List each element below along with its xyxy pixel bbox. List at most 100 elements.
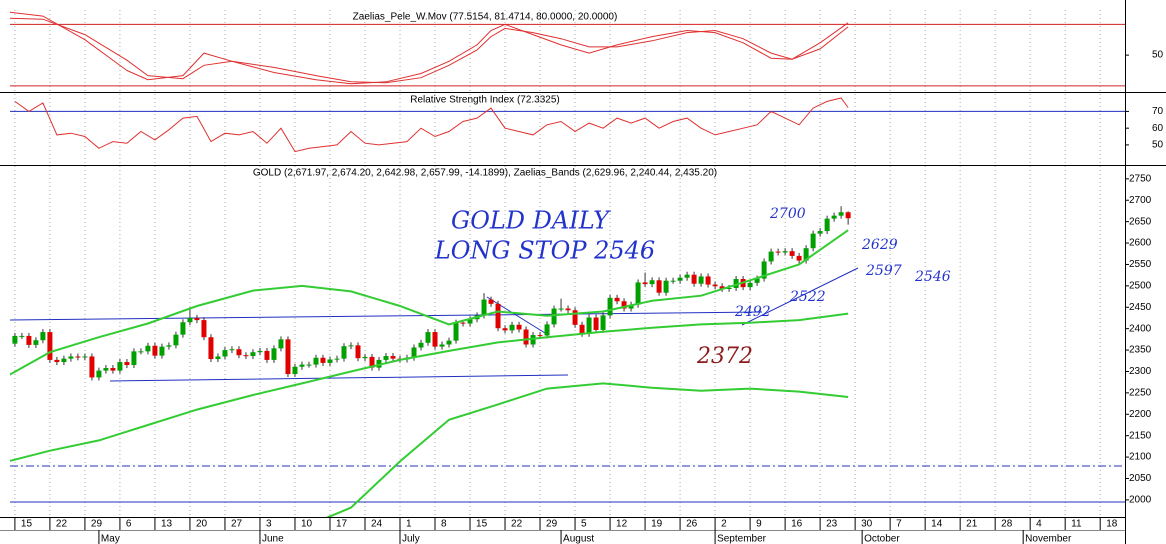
candle-body: [299, 364, 305, 367]
candle-body: [754, 278, 760, 283]
x-tick-label: 13: [161, 519, 173, 530]
candle-body: [691, 274, 697, 284]
candle-body: [355, 345, 361, 359]
month-label: June: [262, 534, 284, 544]
month-label: July: [402, 534, 420, 544]
candle-body: [145, 345, 151, 352]
x-tick-label: 30: [861, 519, 873, 530]
candle-body: [565, 308, 571, 311]
x-tick-label: 15: [21, 519, 33, 530]
x-tick-label: 28: [1001, 519, 1013, 530]
x-tick-label: 19: [651, 519, 663, 530]
candle-body: [33, 340, 39, 345]
candle-body: [600, 315, 606, 330]
candle-body: [747, 282, 753, 288]
panel: [10, 206, 851, 517]
y-tick-label: 2300: [1129, 366, 1152, 377]
candle-body: [775, 251, 781, 253]
candle-body: [698, 276, 704, 284]
series-line: [10, 11, 849, 85]
candle-body: [509, 324, 515, 331]
candle-body: [292, 366, 298, 375]
x-tick-label: 14: [931, 519, 943, 530]
candle-body: [663, 280, 669, 293]
y-tick-label: 2350: [1129, 345, 1152, 356]
annotation: GOLD DAILY: [451, 207, 611, 235]
candle-body: [684, 274, 690, 278]
x-tick-label: 29: [91, 519, 103, 530]
candle-body: [390, 356, 396, 359]
candle-body: [551, 308, 557, 325]
candle-body: [761, 261, 767, 279]
x-tick-label: 24: [371, 519, 383, 530]
x-tick-label: 7: [896, 519, 902, 530]
candle-body: [558, 308, 564, 310]
panel: [10, 97, 1125, 153]
annotation: LONG STOP 2546: [434, 237, 655, 265]
x-tick-label: 16: [791, 519, 803, 530]
candle-body: [789, 251, 795, 256]
candle-body: [173, 334, 179, 346]
candle-body: [579, 324, 585, 334]
candle-body: [838, 212, 844, 216]
y-tick-label: 2700: [1129, 195, 1152, 206]
candle-body: [222, 350, 228, 357]
y-tick-label: 2150: [1129, 430, 1152, 441]
x-tick-label: 21: [966, 519, 978, 530]
x-tick-label: 10: [301, 519, 313, 530]
candle-body: [278, 339, 284, 349]
y-tick-label: 2450: [1129, 302, 1152, 313]
candle-body: [271, 348, 277, 360]
candle-body: [642, 282, 648, 285]
candle-body: [229, 349, 235, 351]
series-line: [10, 229, 849, 376]
trend-line: [486, 296, 546, 334]
candle-body: [460, 322, 466, 324]
x-tick-label: 26: [686, 519, 698, 530]
candle-body: [362, 356, 368, 359]
x-tick-label: 17: [336, 519, 348, 530]
candle-body: [817, 231, 823, 234]
y-tick-label: 2250: [1129, 388, 1152, 399]
candle-body: [705, 276, 711, 285]
candle-body: [117, 362, 123, 371]
annotation: 2546: [914, 269, 951, 285]
candle-body: [159, 346, 165, 356]
candle-body: [194, 317, 200, 321]
candle-body: [243, 355, 249, 357]
candle-body: [383, 356, 389, 360]
series-line: [325, 382, 849, 517]
candle-body: [264, 350, 270, 360]
candle-body: [138, 351, 144, 353]
candle-body: [187, 317, 193, 323]
candle-body: [656, 280, 662, 293]
candle-body: [285, 339, 291, 375]
x-tick-label: 1: [406, 519, 412, 530]
candle-body: [502, 328, 508, 331]
candle-body: [677, 277, 683, 281]
y-tick-label: 2000: [1129, 495, 1152, 506]
y-tick-label: 2400: [1129, 323, 1152, 334]
x-tick-label: 12: [616, 519, 628, 530]
candle-body: [68, 356, 74, 359]
candle-body: [26, 335, 32, 345]
candle-body: [257, 350, 263, 353]
candle-body: [341, 346, 347, 359]
x-tick-label: 22: [511, 519, 523, 530]
candle-body: [453, 322, 459, 341]
candle-body: [586, 317, 592, 334]
y-tick-label: 2200: [1129, 409, 1152, 420]
candle-body: [82, 356, 88, 358]
series-line: [14, 97, 849, 153]
candle-body: [334, 358, 340, 360]
candle-body: [103, 368, 109, 371]
trend-line: [109, 374, 569, 382]
candle-body: [19, 335, 25, 337]
candle-body: [516, 324, 522, 330]
x-tick-label: 29: [546, 519, 558, 530]
trend-line: [741, 267, 859, 326]
candle-body: [124, 362, 130, 366]
annotation: 2700: [769, 206, 806, 222]
